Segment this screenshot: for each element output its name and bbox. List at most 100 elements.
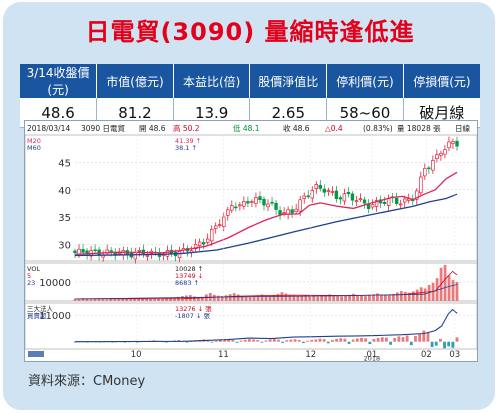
chart-header-close: 收 48.6 [283, 123, 310, 133]
volume-bar [216, 295, 220, 301]
volume-bar [240, 295, 244, 301]
chart-header-code: 3090 日電貿 [81, 123, 125, 133]
candle-body [374, 200, 379, 207]
headline-title: 日電貿(3090) 量縮時逢低進 [85, 18, 415, 46]
inst-bar [360, 337, 363, 342]
candle-body [423, 168, 427, 177]
volume-bar [423, 288, 427, 301]
legend-inst-value2: -1807 ↓ 張 [175, 312, 210, 320]
inst-bar [214, 340, 218, 342]
inst-bar [339, 338, 343, 342]
candle-body [451, 141, 455, 144]
candle-body [399, 203, 403, 206]
chart-header-low: 低 48.1 [233, 123, 260, 133]
inst-bar [397, 336, 401, 342]
volume-bar [324, 295, 328, 301]
stock-chart: 2018/03/14 3090 日電貿 開 48.6 高 50.2 低 48.1 收 48… [24, 120, 478, 362]
candle-body [262, 198, 266, 206]
candle-body [415, 190, 419, 200]
volume-bar [360, 295, 363, 301]
candle-body [93, 249, 97, 252]
candle-body [326, 190, 331, 192]
x-tick-label: 03 [449, 350, 460, 360]
volume-bar [157, 298, 160, 301]
candle-body [443, 149, 447, 155]
volume-bar [395, 292, 399, 301]
inst-bar [326, 341, 330, 344]
volume-bar [407, 292, 411, 301]
candle-body [193, 244, 198, 250]
inst-bar [318, 338, 322, 342]
stock-chart-svg: 2018/03/14 3090 日電貿 開 48.6 高 50.2 低 48.1 收 48… [25, 123, 477, 361]
candle-body [431, 160, 435, 171]
candle-body [302, 195, 306, 199]
inst-bar [218, 339, 222, 342]
inst-bar [430, 341, 434, 348]
inst-bar [443, 341, 446, 349]
candle-body [214, 225, 218, 229]
candle-body [338, 197, 343, 200]
stock-info-table: 3/14收盤價(元) 市值(億元) 本益比(倍) 股價淨值比 停利價(元) 停損價(元) … [20, 64, 480, 128]
legend-ma60-value: 38.1 ↑ [175, 144, 197, 152]
inst-bar [409, 341, 413, 346]
candle-body [354, 200, 359, 203]
inst-bar [368, 341, 372, 345]
volume-bar [77, 299, 81, 301]
volume-bar [109, 298, 113, 301]
inst-bar [256, 340, 260, 342]
candle-body [218, 224, 222, 226]
volume-bar [336, 296, 340, 301]
candle-body [407, 198, 411, 201]
candle-body [270, 201, 274, 204]
volume-bar [192, 296, 196, 301]
candle-body [419, 176, 423, 194]
volume-bar [220, 296, 224, 301]
volume-bar [264, 295, 268, 301]
volume-bar [328, 294, 332, 301]
inst-bar [355, 338, 359, 342]
volume-bar [447, 275, 451, 301]
volume-bar [129, 299, 133, 301]
candle-body [177, 251, 182, 259]
candle-body [77, 248, 81, 255]
candle-body [222, 216, 226, 227]
inst-bar [393, 338, 397, 342]
volume-bar [244, 296, 248, 301]
candle-body [242, 201, 246, 207]
volume-bar [364, 296, 367, 301]
inst-bar [376, 337, 380, 342]
legend-ma60-name: M60 [27, 144, 41, 152]
inst-bar [447, 341, 451, 347]
price-tick-label: 40 [58, 186, 71, 197]
volume-bar [443, 264, 447, 301]
volume-bar [296, 296, 300, 301]
volume-bar [300, 295, 304, 301]
inst-bar [227, 339, 231, 342]
volume-bar [125, 299, 129, 301]
candle-body [306, 195, 310, 198]
table-header-2: 本益比(倍) [173, 64, 251, 98]
candle-body [435, 154, 439, 160]
table-header-3: 股價淨值比 [249, 64, 328, 98]
candle-body [382, 201, 387, 204]
volume-bar [368, 295, 371, 301]
candle-body [358, 198, 363, 200]
inst-bar [438, 338, 442, 342]
volume-bar [352, 293, 355, 301]
candle-body [455, 140, 459, 147]
inst-bar [281, 341, 285, 343]
volume-bar [431, 282, 435, 301]
volume-bar [256, 295, 260, 301]
inst-bar [380, 337, 384, 342]
legend-inst-sub: 買賣超 [27, 311, 47, 320]
inst-bar [252, 339, 255, 342]
candle-body [238, 204, 242, 207]
volume-bar [121, 298, 125, 301]
inst-bar [264, 340, 268, 342]
volume-bar [435, 278, 439, 301]
inst-bar [389, 341, 392, 345]
candle-body [250, 201, 254, 203]
volume-bar [228, 294, 232, 301]
legend-ma5-name: 5 [27, 272, 31, 280]
table-header-row: 3/14收盤價(元) 市值(億元) 本益比(倍) 股價淨值比 停利價(元) 停損價(元) [20, 64, 480, 98]
